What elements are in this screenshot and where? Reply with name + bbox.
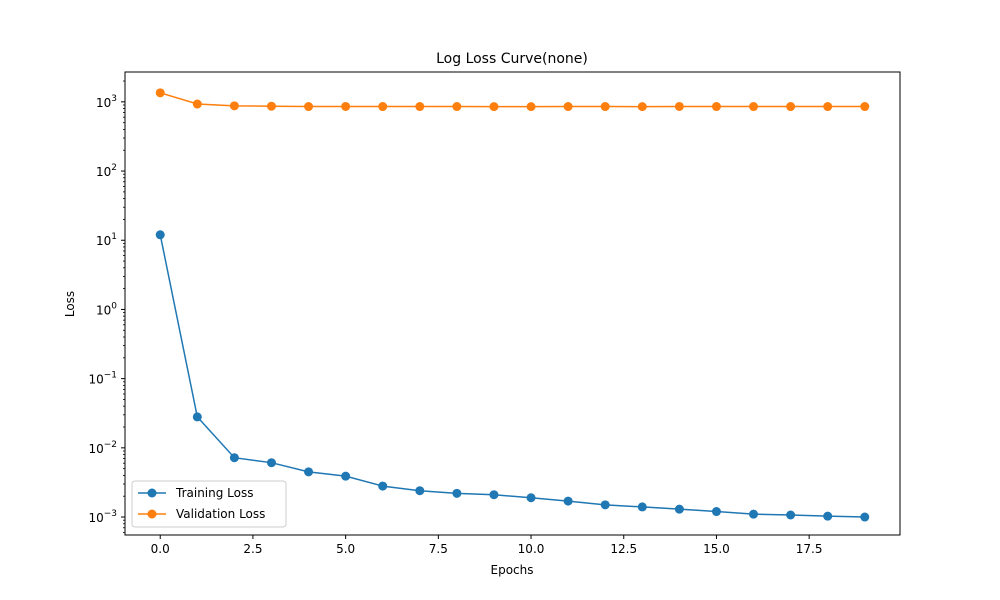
data-point (711, 102, 721, 112)
data-point (155, 88, 165, 98)
y-tick-label: 10−3 (88, 509, 117, 525)
data-point (415, 486, 425, 496)
x-tick-label: 0.0 (151, 542, 170, 556)
data-point (823, 511, 833, 521)
x-tick-label: 12.5 (610, 542, 637, 556)
x-tick-label: 5.0 (336, 542, 355, 556)
legend-label: Training Loss (175, 486, 253, 500)
legend-item: Validation Loss (138, 507, 265, 521)
data-point (266, 101, 276, 111)
data-point (600, 102, 610, 112)
data-point (749, 102, 759, 112)
x-tick-label: 7.5 (429, 542, 448, 556)
data-point (637, 502, 647, 512)
data-point (192, 412, 202, 422)
y-tick-label: 102 (96, 163, 117, 179)
data-point (563, 102, 573, 112)
legend-box (131, 480, 287, 528)
data-point (489, 490, 499, 500)
data-point (229, 453, 239, 463)
data-point (266, 458, 276, 468)
chart-title: Log Loss Curve(none) (436, 51, 588, 67)
y-tick-label: 10−2 (88, 440, 117, 456)
data-point (378, 102, 388, 112)
legend-swatch-marker (147, 509, 157, 519)
data-point (452, 102, 462, 112)
x-axis-title: Epochs (491, 563, 534, 577)
x-tick-label: 2.5 (243, 542, 262, 556)
legend: Training Loss Validation Loss (131, 480, 287, 528)
y-tick-label: 101 (96, 232, 117, 248)
y-tick-label: 100 (96, 301, 117, 317)
series-line (160, 92, 865, 108)
data-point (786, 510, 796, 520)
series-training-loss (155, 230, 870, 522)
x-tick-label: 15.0 (703, 542, 730, 556)
data-point (304, 102, 314, 112)
data-point (341, 471, 351, 481)
data-point (341, 101, 351, 111)
data-point (526, 493, 536, 503)
data-point (860, 102, 870, 112)
data-point (452, 488, 462, 498)
data-point (637, 102, 647, 112)
legend-swatch-marker (147, 488, 157, 498)
y-tick-label: 10−1 (88, 371, 117, 387)
legend-item: Training Loss (138, 486, 253, 500)
data-point (378, 481, 388, 491)
plot-frame (124, 71, 901, 536)
data-point (489, 102, 499, 112)
x-tick-label: 10.0 (518, 542, 545, 556)
data-point (155, 230, 165, 240)
series-validation-loss (155, 88, 870, 112)
legend-label: Validation Loss (176, 507, 265, 521)
data-point (229, 101, 239, 111)
data-point (192, 99, 202, 109)
series-line (159, 234, 865, 518)
x-tick-label: 17.5 (796, 542, 823, 556)
data-point (674, 101, 684, 111)
data-point (415, 102, 425, 112)
data-point (526, 102, 536, 112)
data-point (304, 467, 314, 477)
data-point (823, 102, 833, 112)
data-point (860, 512, 870, 522)
y-axis-title: Loss (63, 291, 77, 317)
y-tick-label: 103 (96, 94, 117, 110)
data-point (749, 509, 759, 519)
data-point (674, 504, 684, 514)
data-point (711, 507, 721, 517)
data-point (786, 102, 796, 112)
data-point (600, 500, 610, 510)
data-point (563, 496, 573, 506)
